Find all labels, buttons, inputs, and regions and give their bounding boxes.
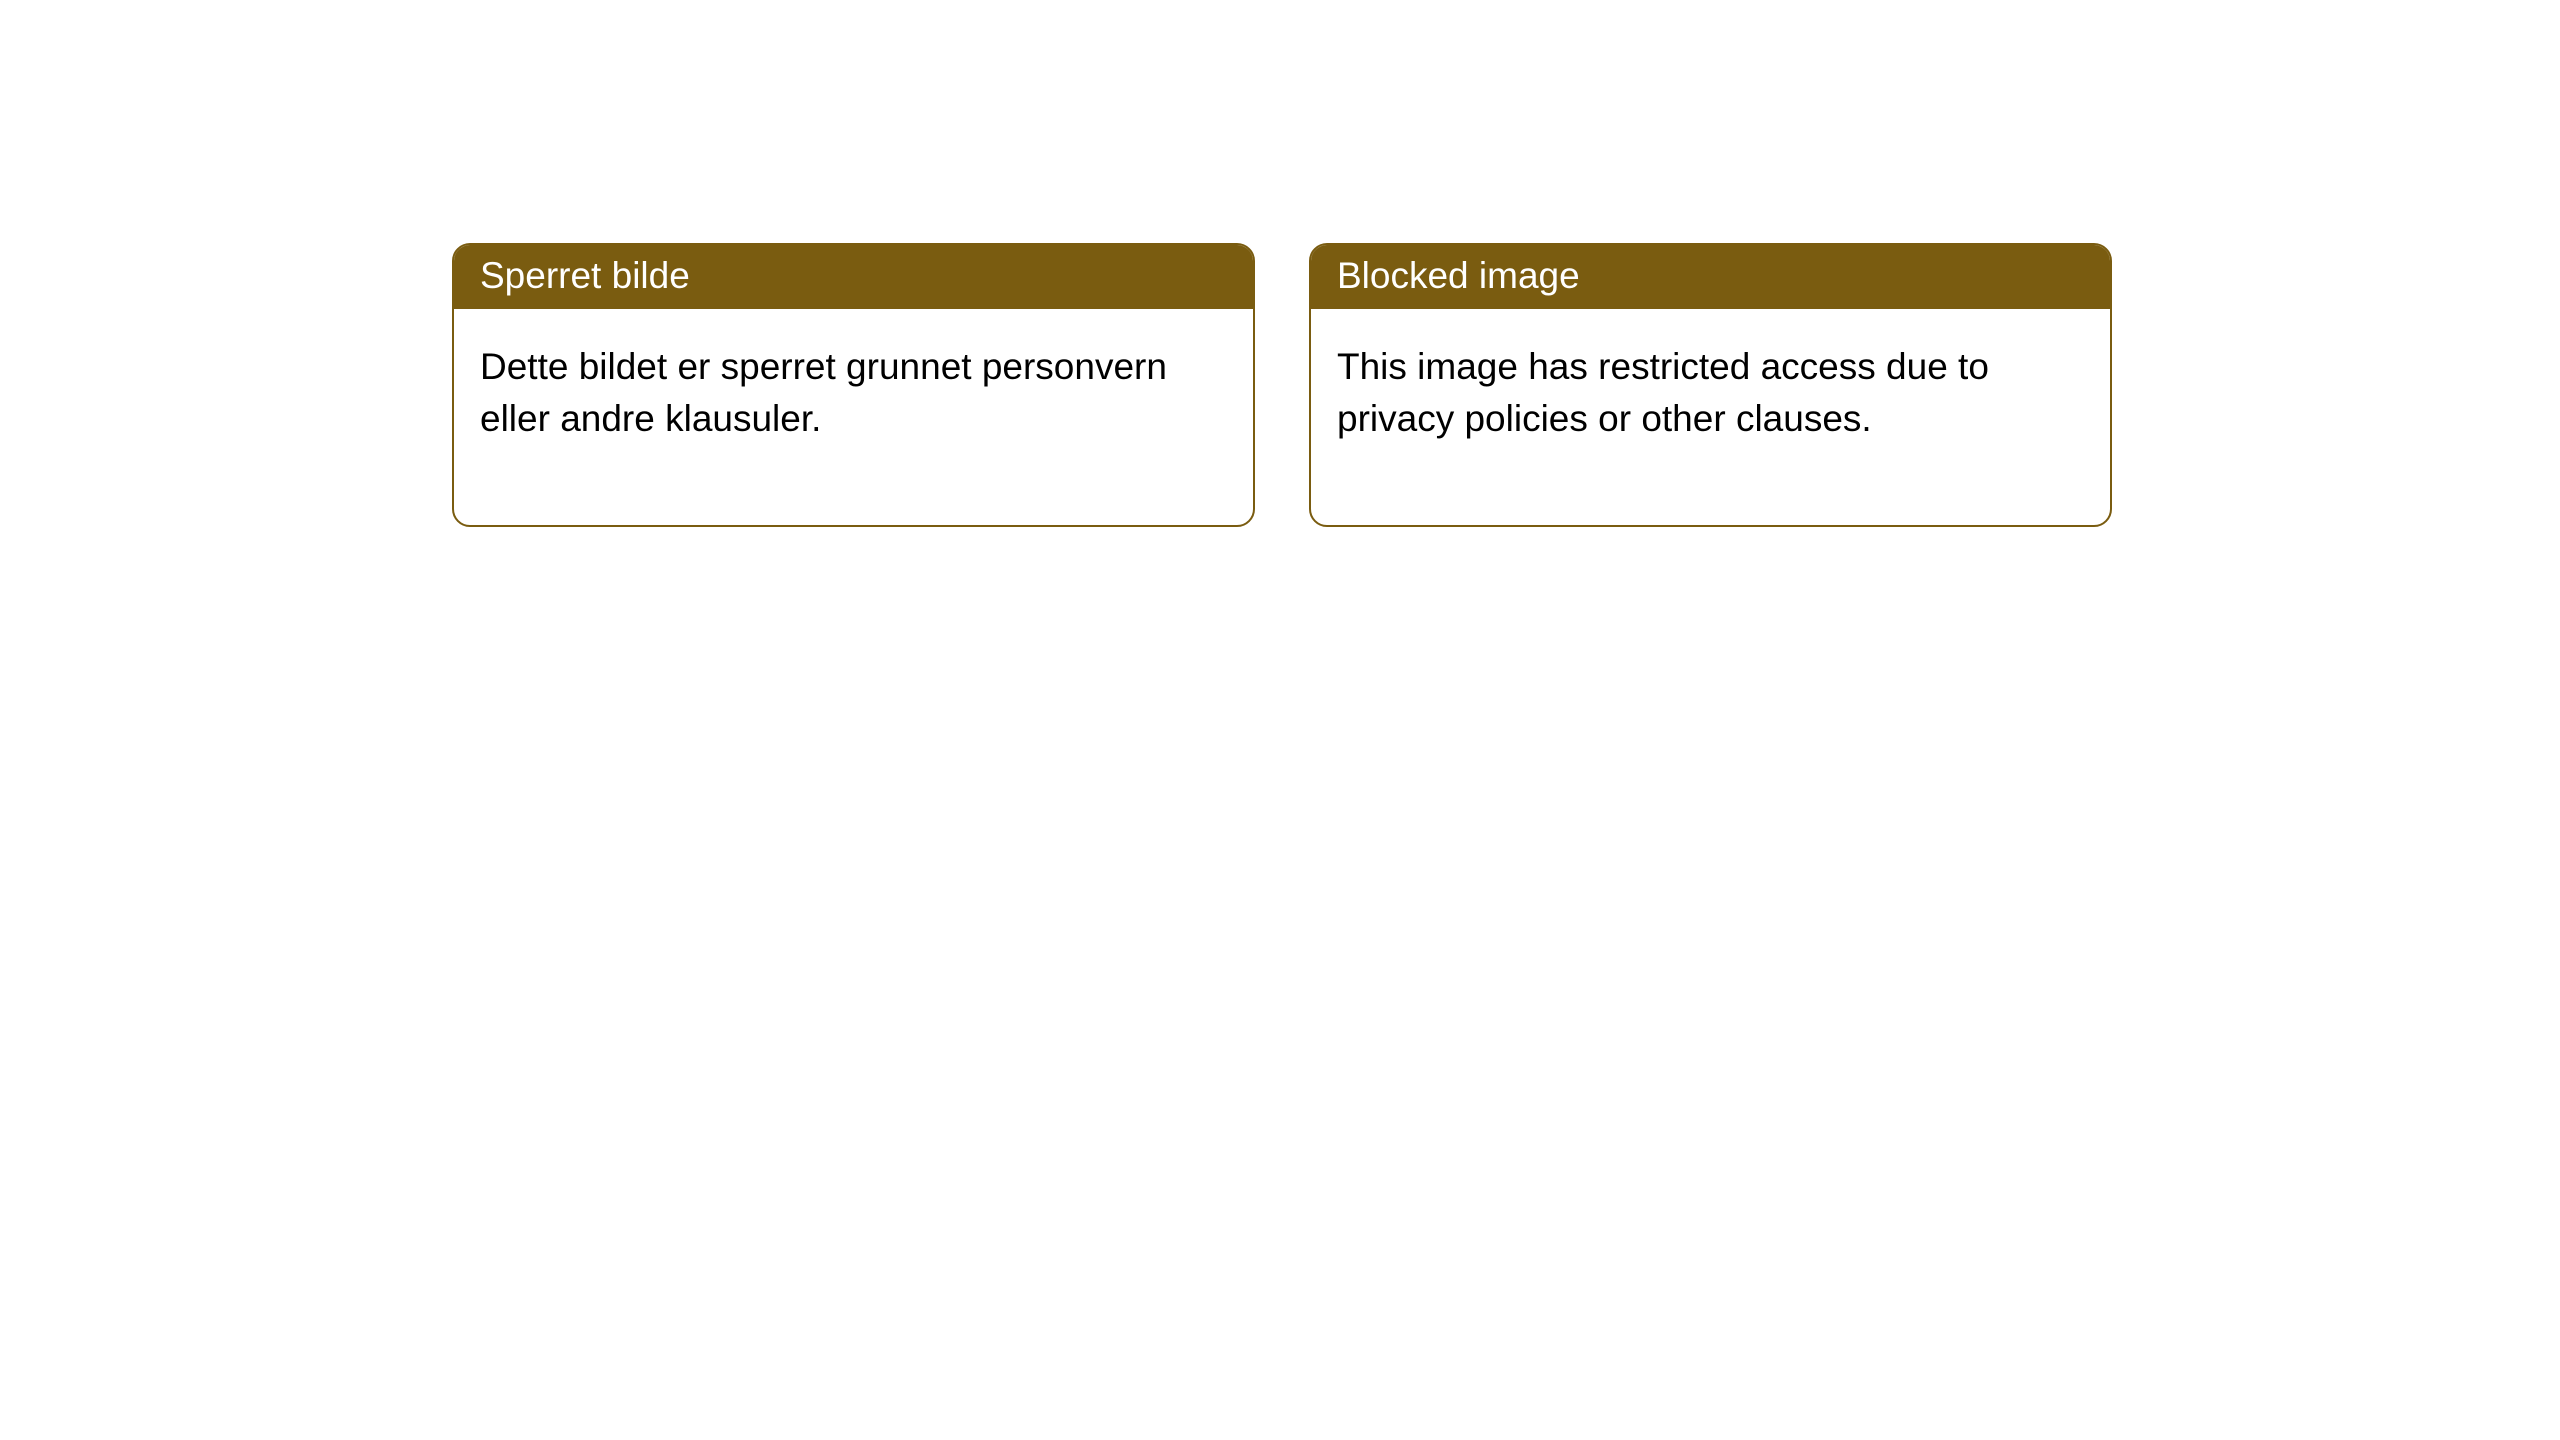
notice-container: Sperret bilde Dette bildet er sperret gr… xyxy=(452,243,2112,527)
notice-header-norwegian: Sperret bilde xyxy=(454,245,1253,309)
notice-box-english: Blocked image This image has restricted … xyxy=(1309,243,2112,527)
notice-body-english: This image has restricted access due to … xyxy=(1311,309,2110,525)
notice-body-norwegian: Dette bildet er sperret grunnet personve… xyxy=(454,309,1253,525)
notice-header-english: Blocked image xyxy=(1311,245,2110,309)
notice-box-norwegian: Sperret bilde Dette bildet er sperret gr… xyxy=(452,243,1255,527)
